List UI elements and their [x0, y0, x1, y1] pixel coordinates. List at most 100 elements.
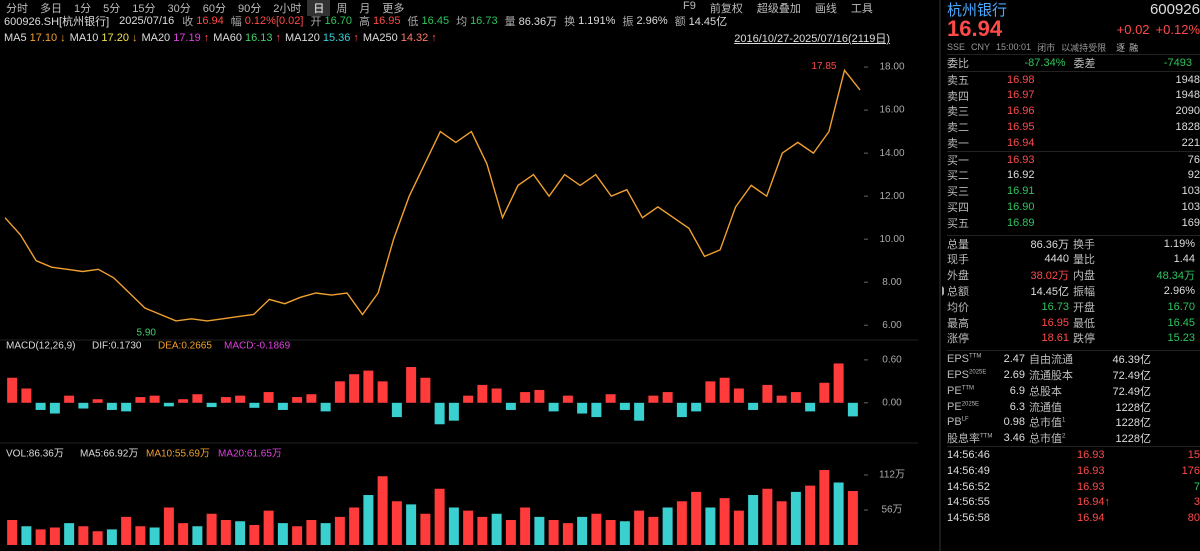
- bar: [192, 394, 203, 403]
- fund-label: PB: [947, 416, 962, 429]
- ma-arrow: ↑: [275, 32, 282, 44]
- trade-row: 14:56:52 16.93 7: [947, 479, 1200, 495]
- tab[interactable]: 60分: [202, 3, 226, 15]
- ma-label: MA120: [285, 32, 320, 44]
- tools: F9 前复权 超级叠加 画线 工具: [676, 0, 880, 16]
- bar: [363, 370, 374, 403]
- tab[interactable]: 90分: [238, 3, 262, 15]
- fund-sup: LF: [961, 416, 969, 423]
- y-tick-label: 56万: [881, 505, 902, 516]
- stat-label: 换手: [1073, 238, 1095, 251]
- order-volume: 221: [1181, 136, 1200, 149]
- ma-arrow: ↑: [353, 32, 359, 44]
- y-tick-label: 10.00: [879, 234, 904, 245]
- order-row: 卖一 16.94 221: [947, 135, 1200, 151]
- bar: [420, 377, 431, 403]
- fund-sup: 2: [1062, 433, 1066, 440]
- stat-label: 现手: [947, 254, 969, 267]
- stat-label: 最高: [947, 317, 969, 330]
- tool-button[interactable]: F9: [683, 0, 696, 12]
- tool-button[interactable]: 前复权: [709, 3, 743, 15]
- ma-label: MA20: [141, 32, 171, 44]
- tab[interactable]: 月: [359, 3, 371, 15]
- bar: [406, 504, 417, 545]
- bar: [448, 402, 459, 421]
- stat-label: 均价: [947, 301, 969, 314]
- tab[interactable]: 更多: [382, 3, 405, 15]
- bar: [235, 395, 246, 403]
- bar: [591, 402, 602, 418]
- bar: [491, 513, 502, 545]
- bar: [676, 402, 687, 418]
- fund-value: 2.69: [1003, 369, 1025, 382]
- field-value: 16.95: [373, 15, 401, 27]
- bar: [349, 374, 360, 403]
- tool-button[interactable]: 画线: [814, 3, 837, 15]
- ma-arrow: ↓: [60, 32, 66, 44]
- stat-value: 38.02万: [1030, 270, 1069, 283]
- field-label: 高: [359, 16, 370, 28]
- info-bar: 600926.SH[杭州银行] 2025/07/16 收 16.94 幅 0.12%[0.…: [4, 13, 734, 29]
- tab[interactable]: 周: [336, 3, 348, 15]
- fund-label-wrap: 流通值: [1029, 399, 1079, 415]
- trade-time: 14:56:46: [947, 449, 990, 462]
- tab[interactable]: 5分: [103, 3, 121, 15]
- tab[interactable]: 30分: [167, 3, 191, 15]
- tab[interactable]: 多日: [40, 3, 62, 15]
- order-label: 买四: [947, 202, 969, 215]
- stat-value: 4440: [1044, 253, 1069, 266]
- bar: [619, 521, 630, 545]
- bar: [833, 363, 844, 403]
- stat-value: 14.45亿: [1030, 286, 1069, 299]
- collapse-arrow[interactable]: [942, 286, 944, 296]
- ma-label: MA5: [4, 32, 27, 44]
- y-tick-label: 112万: [879, 470, 905, 481]
- bar: [733, 388, 744, 403]
- trade-row: 14:56:49 16.93 176: [947, 463, 1200, 479]
- bar: [605, 520, 616, 545]
- stat-label: 最低: [1073, 317, 1095, 330]
- bar: [762, 488, 773, 545]
- order-price: 16.97: [1007, 89, 1035, 102]
- fund-value: 72.49亿: [1112, 370, 1151, 383]
- field-value: 16.73: [470, 15, 498, 27]
- stat-label: 跌停: [1073, 333, 1095, 346]
- y-tick-label: 14.00: [879, 148, 904, 159]
- bar: [833, 482, 844, 545]
- bar: [847, 491, 858, 545]
- fund-label: 总市值: [1029, 433, 1062, 446]
- fund-value: 6.3: [1009, 400, 1025, 413]
- trade-row: 14:56:58 16.94 80: [947, 510, 1200, 526]
- tab[interactable]: 日: [307, 0, 331, 16]
- tab[interactable]: 1分: [74, 3, 92, 15]
- y-tick-label: 12.00: [879, 191, 904, 202]
- trade-time: 14:56:49: [947, 464, 990, 477]
- bar: [634, 402, 645, 421]
- bar: [220, 520, 231, 545]
- order-volume: 76: [1187, 153, 1200, 166]
- low-marker: 5.90: [137, 328, 157, 339]
- bar: [805, 402, 816, 412]
- bar: [562, 395, 573, 403]
- bar: [78, 402, 89, 409]
- bar: [548, 520, 559, 545]
- bar: [790, 392, 801, 403]
- field-value: 0.12%[0.02]: [244, 15, 304, 27]
- stat-value: 2.96%: [1163, 285, 1195, 298]
- order-label: 卖五: [947, 74, 969, 87]
- tool-button[interactable]: 工具: [850, 3, 873, 15]
- committee-row: 委比 -87.34% 委差 -7493: [947, 54, 1200, 71]
- field-label: 量: [504, 16, 516, 28]
- bar: [349, 507, 360, 545]
- ma-label: MA250: [362, 32, 398, 44]
- tab[interactable]: 分时: [6, 3, 28, 15]
- indicator-label: MA20:61.65万: [218, 449, 282, 460]
- bar: [149, 395, 160, 403]
- field-value: 1.191%: [578, 15, 616, 27]
- bar: [292, 526, 303, 545]
- tab[interactable]: 15分: [132, 3, 156, 15]
- tool-button[interactable]: 超级叠加: [756, 3, 801, 15]
- price-row: 16.94 +0.02 +0.12%: [947, 16, 1200, 41]
- tab[interactable]: 2小时: [273, 3, 302, 15]
